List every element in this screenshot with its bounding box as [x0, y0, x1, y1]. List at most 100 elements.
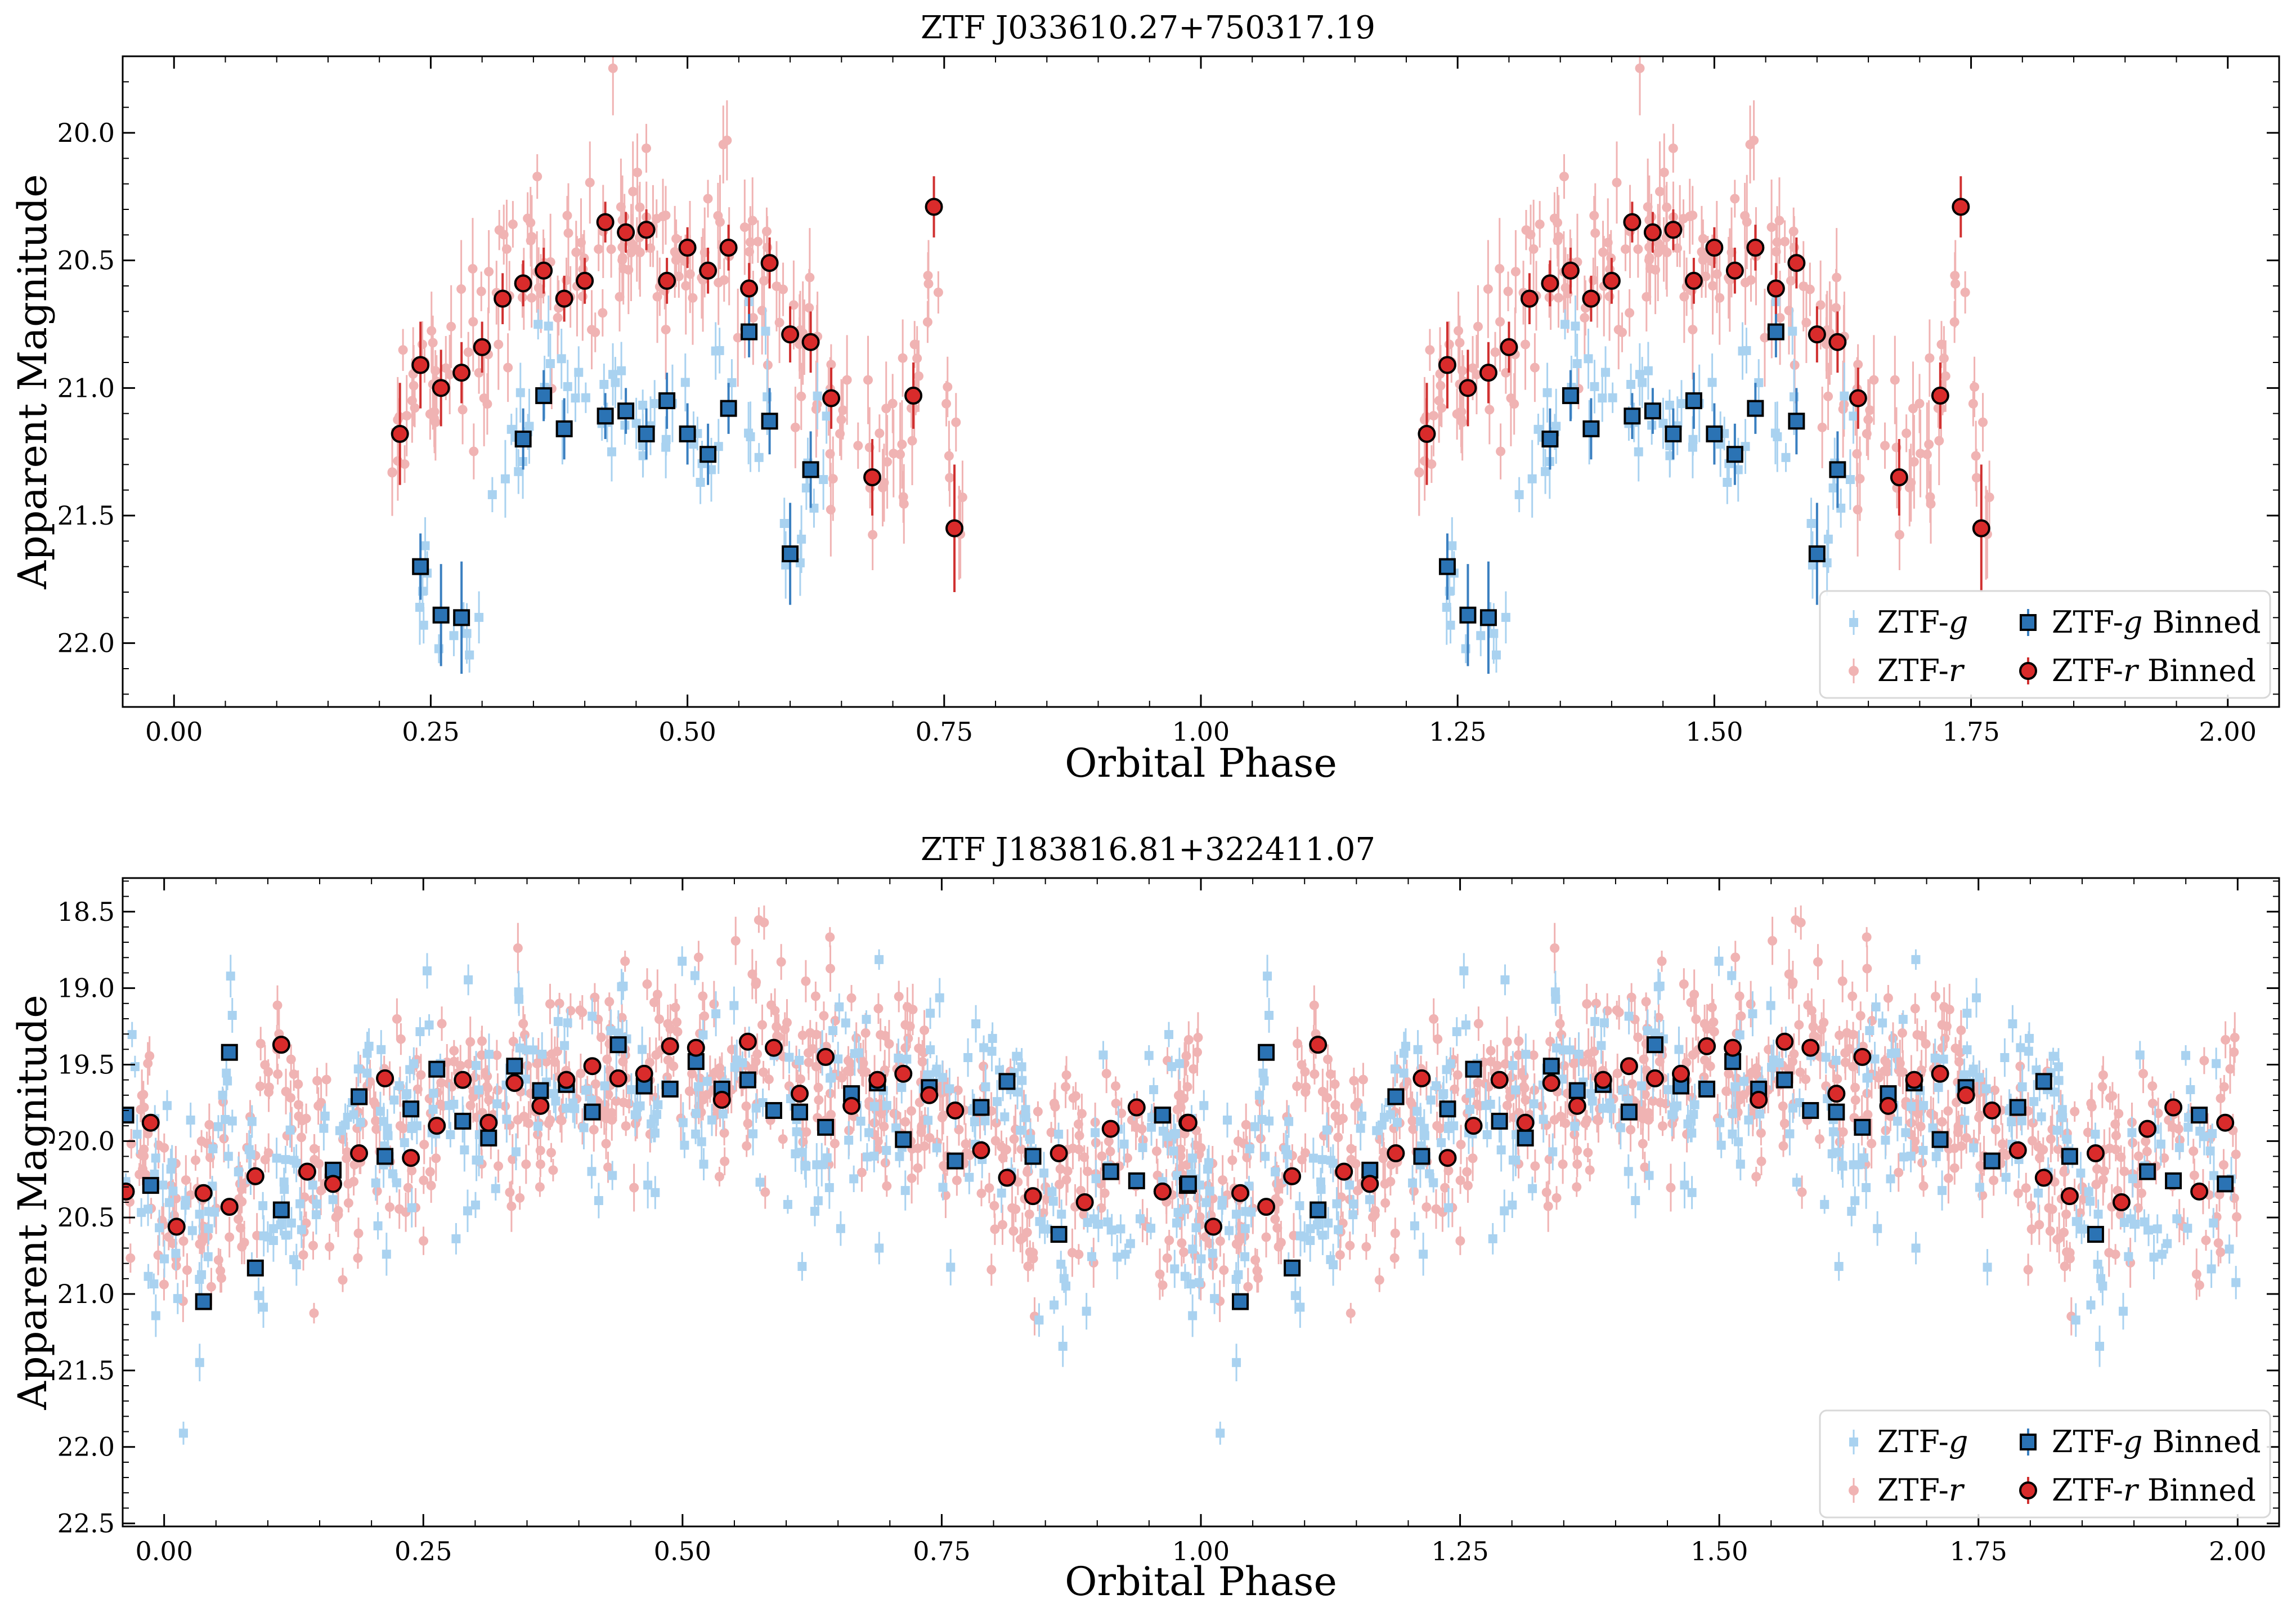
ztf-r-raw-point	[882, 1181, 892, 1191]
ztf-r-raw-point	[899, 499, 909, 509]
ztf-r-binned-point	[473, 338, 491, 356]
ztf-r-raw-point	[2142, 1147, 2152, 1157]
ztf-r-raw-point	[1657, 956, 1667, 966]
ztf-r-raw-point	[1937, 1043, 1947, 1053]
ztf-r-raw-point	[571, 247, 581, 257]
ztf-g-raw-point	[1521, 1050, 1531, 1059]
ztf-r-raw-point	[598, 308, 608, 318]
ztf-r-raw-point	[880, 1158, 890, 1168]
ztf-r-raw-point	[458, 405, 468, 415]
ztf-g-raw-point	[407, 1203, 416, 1212]
ztf-g-raw-point	[1688, 435, 1698, 444]
ztf-r-raw-point	[2232, 1212, 2242, 1222]
ztf-g-raw-point	[1438, 1090, 1448, 1100]
ztf-r-raw-point	[1436, 380, 1446, 391]
ztf-r-raw-point	[395, 1121, 405, 1131]
ztf-r-raw-point	[577, 292, 588, 302]
ztf-g-raw-point	[223, 1152, 233, 1161]
ztf-g-raw-point	[828, 1026, 838, 1036]
ztf-r-raw-point	[545, 1115, 555, 1125]
ztf-r-raw-point	[585, 177, 595, 187]
ztf-r-binned-point	[760, 254, 779, 272]
ztf-g-raw-point	[1785, 1129, 1795, 1139]
ztf-g-raw-point	[856, 1116, 866, 1126]
ztf-r-raw-point	[1510, 267, 1521, 277]
ztf-r-raw-point	[2075, 1208, 2085, 1218]
ztf-g-raw-point	[841, 1018, 850, 1028]
ztf-g-raw-point	[1057, 1210, 1066, 1219]
ztf-r-raw-point	[1838, 404, 1848, 414]
ztf-r-raw-point	[710, 1067, 720, 1077]
ztf-g-raw-point	[2093, 1210, 2103, 1219]
ztf-r-raw-point	[400, 459, 410, 469]
ztf-g-raw-point	[295, 1199, 305, 1208]
ztf-r-raw-point	[1746, 275, 1756, 285]
ztf-g-raw-point	[1195, 1180, 1204, 1190]
ztf-r-raw-point	[1926, 499, 1936, 509]
ztf-r-raw-point	[2046, 1134, 2056, 1144]
ztf-r-raw-point	[308, 1241, 318, 1251]
ztf-r-raw-point	[1454, 326, 1464, 336]
ztf-g-raw-point	[1180, 1271, 1190, 1281]
x-tick-label: 1.75	[1942, 717, 1999, 747]
ztf-g-raw-point	[160, 1254, 169, 1264]
ztf-r-raw-point	[1902, 428, 1912, 438]
ztf-r-raw-point	[1909, 457, 1919, 467]
ztf-r-raw-point	[1734, 991, 1745, 1001]
ztf-g-raw-point	[579, 1123, 589, 1132]
ztf-r-raw-point	[811, 404, 821, 414]
ztf-r-raw-point	[1850, 1082, 1860, 1092]
ztf-r-raw-point	[1580, 313, 1590, 323]
ztf-r-raw-point	[1074, 1250, 1084, 1260]
ztf-g-raw-point	[151, 1311, 160, 1320]
ztf-r-raw-point	[900, 1117, 911, 1127]
ztf-r-raw-point	[1033, 1107, 1043, 1117]
ztf-g-raw-point	[638, 1045, 647, 1054]
ztf-r-raw-point	[1131, 1122, 1141, 1132]
ztf-g-raw-point	[587, 1095, 597, 1105]
ztf-g-raw-point	[2209, 1218, 2218, 1228]
ztf-g-raw-point	[1542, 388, 1552, 397]
ztf-r-raw-point	[747, 969, 757, 979]
ztf-g-raw-point	[864, 1128, 874, 1138]
ztf-r-binned-point	[1582, 289, 1600, 308]
ztf-r-raw-point	[654, 1014, 665, 1024]
ztf-r-raw-point	[2061, 1209, 2071, 1219]
ztf-r-raw-point	[629, 1183, 639, 1193]
ztf-r-raw-point	[1496, 446, 1506, 456]
ztf-g-raw-point	[1552, 1043, 1562, 1053]
ztf-r-raw-point	[1666, 1183, 1676, 1193]
ztf-r-raw-point	[1468, 363, 1478, 373]
ztf-g-raw-point	[882, 1145, 891, 1155]
x-tick-label: 1.50	[1685, 717, 1743, 747]
ztf-r-raw-point	[535, 1145, 545, 1156]
ztf-g-raw-point	[1598, 1103, 1608, 1113]
ztf-g-raw-point	[364, 1041, 374, 1051]
ztf-g-raw-point	[784, 1053, 794, 1062]
ztf-r-raw-point	[979, 1061, 989, 1071]
ztf-r-raw-point	[1572, 1182, 1582, 1192]
ztf-g-raw-point	[715, 346, 724, 355]
ztf-r-raw-point	[2098, 1175, 2108, 1185]
ztf-g-raw-point	[1164, 1030, 1174, 1040]
ztf-r-raw-point	[938, 1110, 948, 1121]
ztf-r-raw-point	[2021, 1183, 2031, 1193]
ztf-r-raw-point	[1679, 979, 1689, 989]
ztf-r-raw-point	[670, 1002, 680, 1013]
ztf-g-raw-point	[226, 971, 235, 981]
ztf-r-raw-point	[1553, 235, 1563, 245]
ztf-r-raw-point	[951, 417, 961, 427]
ztf-r-raw-point	[863, 375, 873, 385]
ztf-g-raw-point	[1204, 1158, 1214, 1167]
ztf-r-raw-point	[1943, 1106, 1953, 1116]
ztf-g-raw-point	[744, 428, 754, 438]
x-tick-label: 0.00	[145, 717, 203, 747]
ztf-g-raw-point	[376, 1045, 386, 1054]
ztf-r-binned-point	[1602, 271, 1621, 290]
ztf-g-raw-point	[132, 1130, 142, 1139]
ztf-r-raw-point	[730, 936, 741, 946]
ztf-r-raw-point	[663, 1055, 673, 1065]
ztf-r-raw-point	[260, 1060, 270, 1070]
ztf-r-raw-point	[532, 1058, 542, 1068]
ztf-r-raw-point	[1789, 1049, 1799, 1059]
